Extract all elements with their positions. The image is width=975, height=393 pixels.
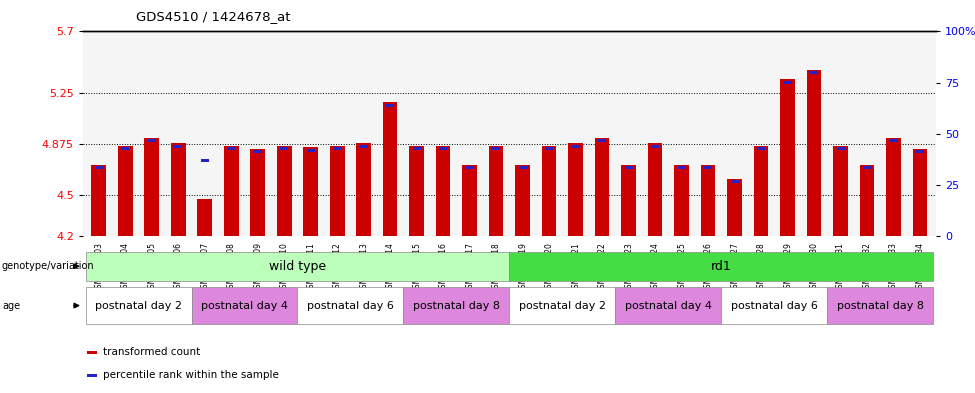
- Text: transformed count: transformed count: [103, 347, 201, 357]
- Bar: [201, 158, 209, 162]
- Bar: [810, 71, 818, 74]
- Text: GDS4510 / 1424678_at: GDS4510 / 1424678_at: [136, 10, 291, 23]
- Bar: [727, 178, 742, 236]
- Bar: [280, 147, 289, 151]
- Bar: [828, 287, 933, 324]
- Bar: [860, 165, 875, 236]
- Bar: [492, 147, 500, 151]
- Text: postnatal day 8: postnatal day 8: [413, 301, 500, 310]
- Bar: [297, 287, 404, 324]
- Bar: [436, 146, 450, 236]
- Bar: [198, 199, 212, 236]
- Bar: [224, 146, 239, 236]
- Bar: [86, 287, 191, 324]
- Bar: [148, 139, 156, 142]
- Bar: [516, 165, 530, 236]
- Bar: [722, 287, 828, 324]
- Bar: [621, 165, 636, 236]
- Text: wild type: wild type: [269, 260, 326, 273]
- Bar: [191, 287, 297, 324]
- Bar: [598, 139, 606, 142]
- Bar: [404, 287, 509, 324]
- Text: rd1: rd1: [711, 260, 732, 273]
- Text: postnatal day 6: postnatal day 6: [731, 301, 818, 310]
- Bar: [386, 104, 394, 107]
- Bar: [307, 149, 315, 152]
- Bar: [92, 165, 106, 236]
- Bar: [254, 150, 261, 153]
- Bar: [647, 143, 662, 236]
- Bar: [330, 146, 344, 236]
- Bar: [754, 146, 768, 236]
- Bar: [87, 351, 98, 354]
- Bar: [916, 150, 924, 153]
- Bar: [171, 143, 185, 236]
- Bar: [509, 287, 615, 324]
- Bar: [730, 180, 739, 183]
- Bar: [227, 147, 235, 151]
- Text: postnatal day 4: postnatal day 4: [201, 301, 288, 310]
- Bar: [571, 145, 580, 148]
- Bar: [886, 138, 901, 236]
- Bar: [834, 146, 848, 236]
- Bar: [704, 167, 712, 169]
- Bar: [412, 147, 421, 151]
- Bar: [383, 102, 398, 236]
- Bar: [462, 165, 477, 236]
- Bar: [357, 143, 371, 236]
- Bar: [784, 81, 792, 84]
- Bar: [758, 147, 765, 151]
- Bar: [303, 147, 318, 236]
- Bar: [807, 70, 821, 236]
- Text: postnatal day 4: postnatal day 4: [625, 301, 712, 310]
- Bar: [144, 138, 159, 236]
- Bar: [837, 147, 844, 151]
- Bar: [488, 146, 503, 236]
- Bar: [118, 146, 133, 236]
- Text: postnatal day 2: postnatal day 2: [95, 301, 182, 310]
- Bar: [701, 165, 716, 236]
- Bar: [519, 167, 526, 169]
- Bar: [780, 79, 795, 236]
- Bar: [95, 167, 102, 169]
- Bar: [87, 374, 98, 377]
- Bar: [251, 149, 265, 236]
- Text: postnatal day 2: postnatal day 2: [519, 301, 605, 310]
- Bar: [175, 145, 182, 148]
- Bar: [678, 167, 685, 169]
- Bar: [615, 287, 722, 324]
- Bar: [439, 147, 448, 151]
- Text: age: age: [2, 301, 20, 310]
- Text: postnatal day 8: postnatal day 8: [837, 301, 924, 310]
- Bar: [542, 146, 557, 236]
- Bar: [86, 252, 509, 281]
- Bar: [595, 138, 609, 236]
- Bar: [889, 139, 898, 142]
- Bar: [277, 146, 292, 236]
- Bar: [625, 167, 633, 169]
- Text: percentile rank within the sample: percentile rank within the sample: [103, 370, 279, 380]
- Bar: [360, 145, 368, 148]
- Bar: [913, 149, 927, 236]
- Bar: [675, 165, 689, 236]
- Bar: [568, 143, 583, 236]
- Text: genotype/variation: genotype/variation: [2, 261, 95, 271]
- Bar: [121, 147, 130, 151]
- Bar: [651, 145, 659, 148]
- Bar: [410, 146, 424, 236]
- Text: postnatal day 6: postnatal day 6: [307, 301, 394, 310]
- Bar: [466, 167, 474, 169]
- Bar: [333, 147, 341, 151]
- Bar: [863, 167, 871, 169]
- Bar: [509, 252, 933, 281]
- Bar: [545, 147, 553, 151]
